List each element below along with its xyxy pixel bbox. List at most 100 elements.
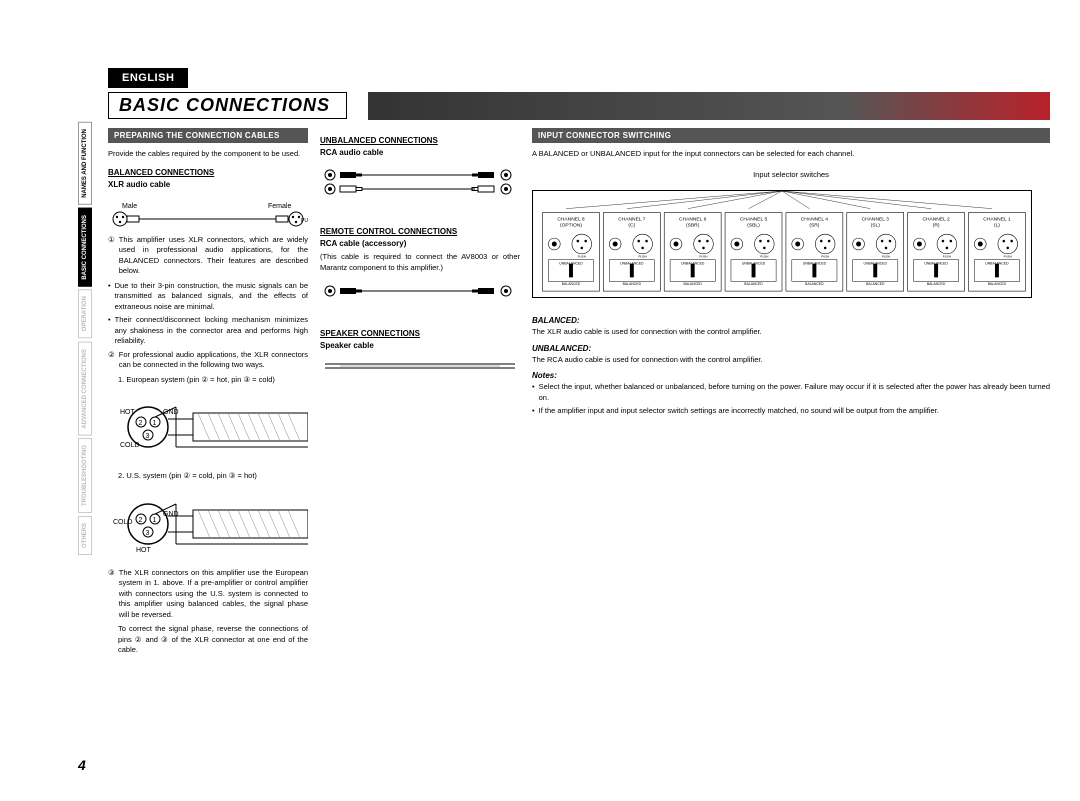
svg-text:CHANNEL 2: CHANNEL 2 [922,216,950,222]
svg-text:BALANCED: BALANCED [805,282,824,286]
system-2: 2. U.S. system (pin ② = cold, pin ③ = ho… [118,471,308,482]
notes-label: Notes: [532,371,1050,380]
svg-text:PUSH: PUSH [943,255,951,259]
bullet-1: •Due to their 3-pin construction, the mu… [108,281,308,313]
title-block: BASIC CONNECTIONS [108,92,1050,120]
unbalanced-label: UNBALANCED: [532,344,1050,353]
svg-text:PUSH: PUSH [821,255,829,259]
column-2: UNBALANCED CONNECTIONS RCA audio cable R… [320,128,520,761]
svg-text:HOT: HOT [120,409,136,416]
svg-text:HOT: HOT [136,547,152,554]
svg-text:2: 2 [139,420,143,427]
svg-text:UNBALANCED: UNBALANCED [864,262,888,266]
svg-text:UNBALANCED: UNBALANCED [681,262,705,266]
svg-text:(L): (L) [994,222,1000,228]
unbalanced-heading: UNBALANCED CONNECTIONS [320,136,520,145]
title-stripe [368,92,1050,120]
svg-text:BALANCED: BALANCED [744,282,763,286]
svg-text:CHANNEL 6: CHANNEL 6 [679,216,707,222]
svg-text:PUSH: PUSH [1004,255,1012,259]
svg-text:3: 3 [146,433,150,440]
svg-text:CHANNEL 3: CHANNEL 3 [862,216,890,222]
xlr-diagram-european: 2 1 3 HOT GND COLD [108,397,308,457]
rca-accessory-label: RCA cable (accessory) [320,239,520,248]
xlr-diagram-us: 2 1 3 COLD GND HOT [108,494,308,554]
svg-text:(C): (C) [628,222,635,228]
intro-text: Provide the cables required by the compo… [108,149,308,160]
note-2: •If the amplifier input and input select… [532,406,1050,417]
svg-text:Male: Male [122,203,137,210]
svg-text:UNBALANCED: UNBALANCED [742,262,766,266]
svg-text:UNBALANCED: UNBALANCED [559,262,583,266]
svg-text:CHANNEL 7: CHANNEL 7 [618,216,646,222]
tab-others: OTHERS [78,516,92,555]
side-tabs: NAMES AND FUNCTION BASIC CONNECTIONS OPE… [78,122,100,558]
balanced-label: BALANCED: [532,316,1050,325]
column-3: INPUT CONNECTOR SWITCHING A BALANCED or … [532,128,1050,761]
svg-text:(SR): (SR) [809,222,819,228]
balanced-connections-heading: BALANCED CONNECTIONS [108,168,308,177]
svg-text:BALANCED: BALANCED [988,282,1007,286]
tab-basic-connections: BASIC CONNECTIONS [78,208,92,287]
svg-text:PUSH: PUSH [760,255,768,259]
svg-text:2: 2 [139,517,143,524]
svg-text:COLD: COLD [113,519,132,526]
svg-text:3: 3 [146,530,150,537]
svg-text:COLD: COLD [120,442,139,449]
rca-cable-label: RCA audio cable [320,148,520,157]
svg-text:PUSH: PUSH [639,255,647,259]
column-1: PREPARING THE CONNECTION CABLES Provide … [108,128,308,761]
svg-text:PUSH: PUSH [882,255,890,259]
svg-text:PUSH: PUSH [578,255,586,259]
item-3-tail: To correct the signal phase, reverse the… [118,624,308,656]
balanced-text: The XLR audio cable is used for connecti… [532,327,1050,338]
tab-troubleshooting: TROUBLESHOOTING [78,438,92,513]
svg-text:1: 1 [153,517,157,524]
svg-text:BALANCED: BALANCED [562,282,581,286]
item-2: ②For professional audio applications, th… [108,350,308,371]
svg-text:BALANCED: BALANCED [683,282,702,286]
svg-text:UNBALANCED: UNBALANCED [620,262,644,266]
rca-cable-figure [320,167,520,197]
content: PREPARING THE CONNECTION CABLES Provide … [108,128,1050,761]
note-1: •Select the input, whether balanced or u… [532,382,1050,403]
rear-panel-diagram: CHANNEL 8(OPTION) UNBALANCED BALANCED PUSH C… [532,190,1032,298]
svg-text:BALANCED: BALANCED [866,282,885,286]
bullet-2: •Their connect/disconnect locking mechan… [108,315,308,347]
remote-heading: REMOTE CONTROL CONNECTIONS [320,227,520,236]
col3-intro: A BALANCED or UNBALANCED input for the i… [532,149,1050,160]
speaker-cable-figure [320,360,520,372]
svg-text:PUSH: PUSH [699,255,707,259]
tab-operation: OPERATION [78,289,92,338]
svg-text:1: 1 [153,420,157,427]
svg-text:BALANCED: BALANCED [623,282,642,286]
tab-advanced-connections: ADVANCED CONNECTIONS [78,342,92,436]
svg-text:BALANCED: BALANCED [927,282,946,286]
language-badge: ENGLISH [108,68,188,88]
unbalanced-text: The RCA audio cable is used for connecti… [532,355,1050,366]
svg-text:(SL): (SL) [871,222,881,228]
speaker-cable-label: Speaker cable [320,341,520,350]
speaker-heading: SPEAKER CONNECTIONS [320,329,520,338]
svg-text:CHANNEL 5: CHANNEL 5 [740,216,768,222]
page-number: 4 [78,757,86,773]
xlr-cable-label: XLR audio cable [108,180,308,189]
section-preparing-cables: PREPARING THE CONNECTION CABLES [108,128,308,143]
page-title: BASIC CONNECTIONS [108,92,347,119]
system-1: 1. European system (pin ② = hot, pin ③ =… [118,375,308,386]
svg-text:(R): (R) [933,222,940,228]
svg-text:(SBL): (SBL) [747,222,760,228]
svg-text:UNBALANCED: UNBALANCED [985,262,1009,266]
item-1: ①This amplifier uses XLR connectors, whi… [108,235,308,277]
svg-text:UNBALANCED: UNBALANCED [924,262,948,266]
svg-text:(SBR): (SBR) [686,222,700,228]
item-3: ③The XLR connectors on this amplifier us… [108,568,308,621]
svg-text:PUSH: PUSH [301,218,308,224]
tab-names-function: NAMES AND FUNCTION [78,122,92,205]
remote-note: (This cable is required to connect the A… [320,252,520,273]
remote-cable-figure [320,283,520,299]
svg-text:UNBALANCED: UNBALANCED [803,262,827,266]
svg-text:(OPTION): (OPTION) [560,222,582,228]
svg-text:CHANNEL 8: CHANNEL 8 [557,216,585,222]
panel-caption: Input selector switches [532,170,1050,181]
